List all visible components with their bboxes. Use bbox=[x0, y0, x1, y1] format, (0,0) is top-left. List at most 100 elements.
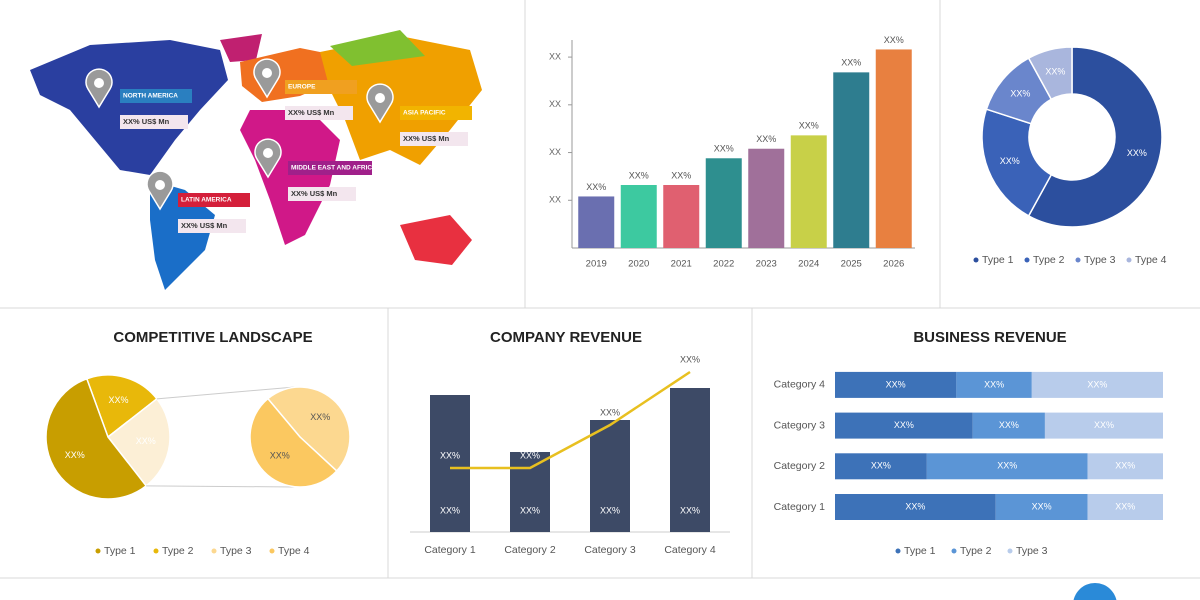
region-name: NORTH AMERICA bbox=[123, 93, 178, 100]
pie-slice bbox=[106, 397, 171, 487]
value-label: XX% bbox=[886, 379, 906, 389]
legend-marker bbox=[1024, 257, 1030, 263]
value-label: XX% bbox=[671, 170, 691, 180]
value-label: XX% bbox=[756, 134, 776, 144]
continent bbox=[30, 40, 228, 175]
map-pin bbox=[146, 170, 174, 211]
continent bbox=[400, 215, 472, 265]
region-value: XX% US$ Mn bbox=[288, 108, 335, 117]
value-label: XX% bbox=[999, 420, 1019, 430]
legend-marker bbox=[1126, 257, 1132, 263]
region-value: XX% US$ Mn bbox=[291, 189, 338, 198]
value-label: XX% bbox=[136, 436, 156, 446]
legend-label: Type 2 bbox=[960, 545, 992, 557]
bar-segment bbox=[1087, 494, 1163, 520]
region-label-box bbox=[400, 106, 472, 120]
legend-label: Type 1 bbox=[982, 254, 1014, 266]
value-label: XX% bbox=[1115, 461, 1135, 471]
region-value-box bbox=[120, 115, 188, 129]
legend-label: Type 2 bbox=[162, 545, 194, 557]
legend-label: Type 3 bbox=[220, 545, 252, 557]
value-label: XX% bbox=[600, 505, 620, 515]
bar-segment bbox=[1087, 453, 1163, 480]
map-pin bbox=[253, 58, 281, 99]
bar bbox=[590, 420, 630, 532]
continent bbox=[150, 180, 215, 290]
map-pin-hole bbox=[155, 180, 165, 190]
pie-slice bbox=[249, 397, 338, 488]
donut-slice bbox=[1027, 46, 1163, 228]
value-label: XX% bbox=[714, 144, 734, 154]
continent bbox=[220, 34, 262, 62]
map-pin bbox=[366, 83, 394, 124]
value-label: XX% bbox=[997, 461, 1017, 471]
world-map bbox=[30, 30, 482, 290]
bar-segment bbox=[835, 453, 927, 480]
pie-slice bbox=[85, 374, 158, 439]
bar bbox=[430, 395, 470, 532]
value-label: XX% bbox=[310, 412, 330, 422]
x-tick-label: Category 3 bbox=[584, 544, 636, 556]
legend-label: Type 1 bbox=[104, 545, 136, 557]
x-tick-label: 2026 bbox=[883, 259, 904, 270]
pie-slice bbox=[266, 386, 351, 473]
value-label: XX% bbox=[680, 505, 700, 515]
bar-segment bbox=[1031, 371, 1163, 398]
value-label: XX% bbox=[440, 450, 460, 460]
legend-label: Type 2 bbox=[1033, 254, 1065, 266]
x-tick-label: 2023 bbox=[756, 259, 777, 270]
connector bbox=[156, 386, 296, 400]
logo-globe bbox=[1073, 583, 1117, 600]
value-label: XX% bbox=[905, 501, 925, 511]
x-tick-label: 2020 bbox=[628, 259, 649, 270]
legend-label: Type 4 bbox=[278, 545, 310, 557]
value-label: XX% bbox=[871, 461, 891, 471]
value-label: XX% bbox=[884, 35, 904, 45]
chart-title: BUSINESS REVENUE bbox=[913, 329, 1066, 346]
continent bbox=[330, 30, 425, 66]
bar bbox=[833, 72, 870, 248]
legend-label: Type 3 bbox=[1084, 254, 1116, 266]
bar-segment bbox=[835, 412, 973, 439]
pie-slice bbox=[45, 377, 148, 500]
y-tick-label: Category 4 bbox=[774, 379, 826, 391]
bar-segment bbox=[926, 453, 1088, 480]
legend-marker bbox=[211, 548, 217, 554]
value-label: XX% bbox=[520, 450, 540, 460]
legend-label: Type 3 bbox=[1016, 545, 1048, 557]
legend-marker bbox=[973, 257, 979, 263]
region-label-box bbox=[288, 161, 372, 175]
value-label: XX% bbox=[586, 182, 606, 192]
donut-slice bbox=[981, 108, 1053, 217]
value-label: XX% bbox=[1032, 501, 1052, 511]
legend-marker bbox=[951, 548, 957, 554]
connector bbox=[146, 485, 296, 488]
bar bbox=[510, 452, 550, 532]
legend-marker bbox=[269, 548, 275, 554]
value-label: XX% bbox=[1087, 379, 1107, 389]
x-tick-label: Category 2 bbox=[504, 544, 556, 556]
legend-marker bbox=[153, 548, 159, 554]
map-pin-hole bbox=[94, 78, 104, 88]
legend-label: Type 1 bbox=[904, 545, 936, 557]
chart-title: COMPETITIVE LANDSCAPE bbox=[113, 329, 312, 346]
value-label: XX% bbox=[270, 451, 290, 461]
bar-segment bbox=[956, 371, 1032, 398]
value-label: XX% bbox=[629, 170, 649, 180]
y-tick-label: XX bbox=[549, 99, 561, 109]
region-value-box bbox=[285, 106, 353, 120]
bar-segment bbox=[972, 412, 1045, 439]
value-label: XX% bbox=[1094, 420, 1114, 430]
bar bbox=[663, 185, 700, 248]
value-label: XX% bbox=[520, 505, 540, 515]
bar bbox=[748, 148, 785, 248]
bar-segment bbox=[835, 494, 996, 520]
value-label: XX% bbox=[1000, 156, 1020, 166]
value-label: XX% bbox=[1127, 148, 1147, 158]
region-value-box bbox=[178, 219, 246, 233]
bar-segment bbox=[835, 371, 957, 398]
bar-segment bbox=[1044, 412, 1163, 439]
map-pin-hole bbox=[375, 93, 385, 103]
legend-marker bbox=[1075, 257, 1081, 263]
